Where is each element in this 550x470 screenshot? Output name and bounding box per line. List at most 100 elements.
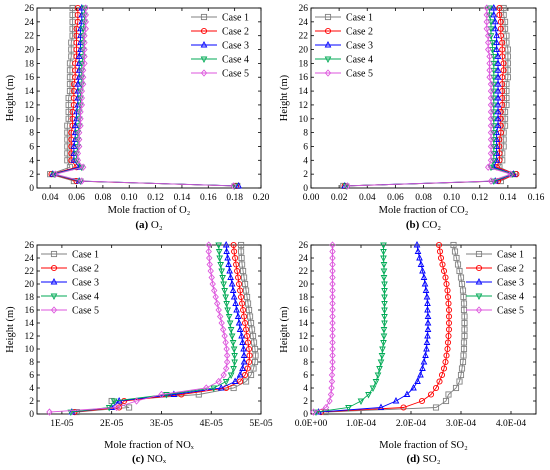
legend-marker: [50, 293, 58, 300]
y-tick-label: 24: [299, 254, 309, 264]
data-point: [240, 345, 247, 352]
data-point: [502, 18, 509, 25]
data-point: [442, 274, 449, 281]
data-point: [326, 397, 333, 405]
data-point: [457, 274, 465, 281]
data-point: [460, 293, 467, 301]
data-point: [238, 254, 245, 262]
data-point: [246, 352, 253, 359]
data-point: [81, 38, 88, 47]
data-point: [235, 181, 242, 189]
data-point: [247, 371, 255, 379]
data-point: [423, 338, 431, 345]
data-point: [211, 286, 218, 295]
data-point: [322, 403, 330, 412]
data-point: [490, 109, 498, 116]
data-point: [494, 52, 502, 59]
y-tick-label: 14: [299, 87, 309, 97]
legend: Case 1 Case 2 Case 3 Case 4 Case 5: [315, 13, 373, 80]
data-point: [503, 88, 510, 95]
data-point: [484, 45, 492, 54]
data-point: [440, 365, 448, 372]
data-point: [490, 10, 498, 18]
y-tick-label: 22: [299, 267, 309, 277]
legend-marker: [475, 250, 483, 258]
y-tick-label: 10: [299, 115, 309, 125]
legend-marker: [475, 278, 483, 285]
series-3: [49, 4, 242, 189]
data-point: [329, 267, 336, 275]
data-point: [219, 275, 227, 282]
x-tick-label: 0.16: [528, 193, 545, 203]
data-point: [377, 403, 385, 410]
data-point: [487, 115, 495, 123]
y-tick-label: 8: [303, 129, 308, 139]
data-point: [110, 398, 118, 405]
data-point: [312, 409, 320, 417]
legend-label: Case 1: [222, 13, 249, 24]
legend-marker: [324, 27, 332, 35]
y-tick-label: 26: [299, 4, 309, 14]
data-point: [490, 4, 498, 11]
x-tick-label: 3.0E-04: [446, 419, 477, 429]
data-point: [215, 306, 222, 314]
data-point: [460, 352, 467, 359]
data-point: [66, 88, 73, 95]
x-tick-label: 1E-05: [50, 419, 73, 429]
data-point: [381, 320, 388, 327]
legend-label: Case 1: [72, 250, 99, 261]
data-point: [230, 293, 238, 300]
y-tick-label: 12: [25, 332, 35, 342]
data-point: [381, 288, 388, 295]
panel-caption-text: O₂: [148, 219, 163, 231]
x-tick-label: 0.06: [387, 193, 404, 203]
legend-label: Case 5: [497, 306, 524, 317]
y-tick-label: 2: [303, 397, 308, 407]
data-point: [250, 339, 258, 346]
y-tick-label: 2: [303, 170, 308, 180]
data-point: [445, 313, 453, 320]
data-point: [381, 294, 388, 301]
series-1: [322, 241, 468, 416]
legend-label: Case 4: [346, 55, 373, 66]
y-tick-label: 16: [299, 306, 309, 316]
data-point: [487, 108, 495, 116]
data-point: [218, 268, 226, 275]
data-point: [329, 254, 336, 262]
data-point: [494, 80, 502, 87]
data-point: [497, 25, 504, 32]
legend-label: Case 1: [346, 13, 373, 24]
data-point: [233, 306, 240, 313]
data-point: [444, 339, 452, 346]
data-point: [400, 404, 407, 411]
y-tick-label: 6: [303, 142, 308, 152]
y-axis-label: Height (m): [279, 74, 290, 121]
y-tick-label: 0: [303, 410, 308, 420]
data-point: [223, 247, 230, 254]
data-point: [78, 60, 86, 68]
legend-label: Case 2: [222, 27, 249, 38]
y-tick-label: 20: [25, 46, 35, 56]
data-point: [226, 267, 233, 274]
data-point: [216, 312, 224, 321]
data-point: [502, 115, 509, 122]
data-point: [223, 351, 231, 360]
data-point: [329, 280, 336, 288]
data-point: [79, 66, 87, 74]
legend-label: Case 4: [222, 55, 249, 66]
data-point: [82, 25, 89, 33]
x-tick-label: 0.10: [121, 193, 138, 203]
data-point: [376, 366, 383, 373]
data-point: [214, 299, 221, 308]
data-point: [414, 247, 422, 254]
data-point: [329, 325, 336, 334]
y-tick-label: 16: [25, 73, 35, 83]
panel-caption: (d) SO₂: [406, 453, 440, 465]
x-tick-label: 0.08: [95, 193, 112, 203]
data-point: [74, 80, 82, 87]
data-point: [224, 307, 231, 314]
legend-marker: [50, 306, 58, 314]
data-point: [445, 300, 452, 307]
data-point: [494, 59, 502, 66]
